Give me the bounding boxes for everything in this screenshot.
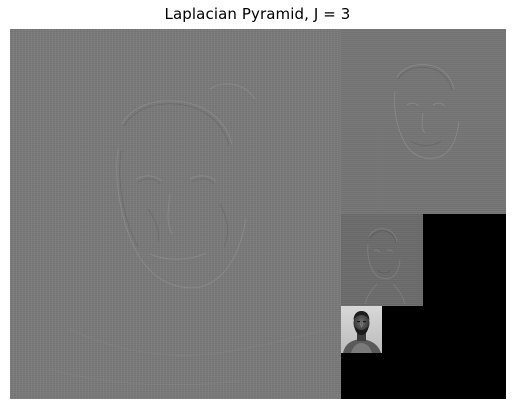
face-edge-detail-level-2 [364,228,406,305]
pyramid-canvas [10,29,506,399]
laplacian-level-1 [341,29,506,214]
gaussian-residual [341,306,382,353]
laplacian-level-2 [341,214,423,306]
laplacian-level-0 [10,29,341,399]
portrait-thumbnail [341,306,382,353]
figure-title: Laplacian Pyramid, J = 3 [164,5,351,23]
face-edge-detail-level-1 [394,64,460,159]
face-edge-detail [49,83,331,386]
